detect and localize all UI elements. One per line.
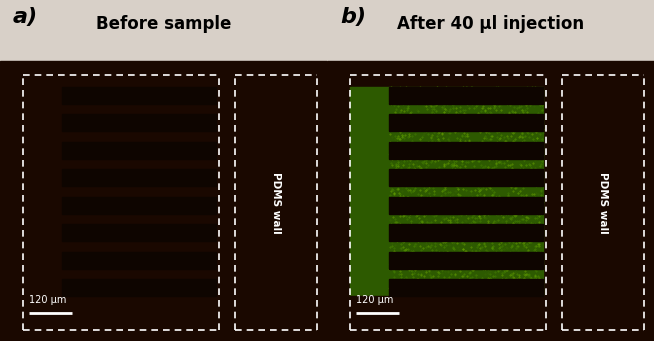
Bar [389, 87, 543, 296]
Bar [350, 296, 546, 330]
Bar [389, 169, 543, 186]
Text: a): a) [13, 7, 38, 27]
Text: After 40 μl injection: After 40 μl injection [397, 15, 584, 33]
Bar [62, 252, 216, 269]
Bar [389, 142, 543, 159]
Bar [62, 279, 216, 296]
Bar [327, 0, 654, 61]
Bar [350, 87, 392, 296]
Text: Before sample: Before sample [96, 15, 231, 33]
Bar [0, 0, 327, 61]
Bar [62, 224, 216, 241]
Text: PDMS wall: PDMS wall [598, 172, 608, 234]
Bar [0, 61, 327, 341]
Bar [62, 196, 216, 214]
Bar [327, 61, 654, 341]
Bar [389, 114, 543, 131]
Bar [389, 224, 543, 241]
Bar [389, 279, 543, 296]
Text: b): b) [340, 7, 366, 27]
Bar [389, 196, 543, 214]
Text: PDMS wall: PDMS wall [271, 172, 281, 234]
Bar [389, 87, 543, 104]
Bar [62, 142, 216, 159]
Bar [23, 296, 219, 330]
Text: 120 μm: 120 μm [356, 295, 394, 305]
Bar [62, 87, 216, 104]
Bar [62, 169, 216, 186]
Text: 120 μm: 120 μm [29, 295, 67, 305]
Bar [389, 252, 543, 269]
Bar [62, 114, 216, 131]
